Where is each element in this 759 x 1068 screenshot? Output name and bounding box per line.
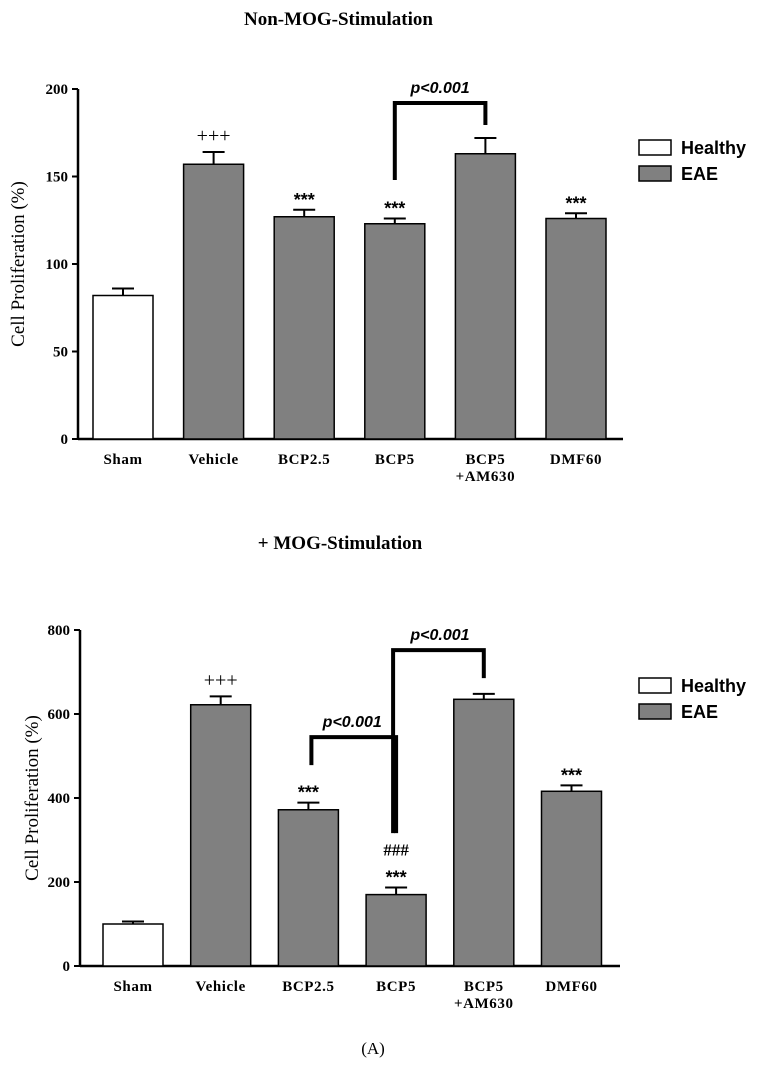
legend: Healthy EAE <box>638 676 746 722</box>
chart-2: + MOG-Stimulation 0 200 400 600 800 Cell Proli… <box>22 533 746 1012</box>
bar-vehicle <box>189 704 252 967</box>
significance-mark: *** <box>565 193 586 213</box>
y-tick-label: 150 <box>46 170 69 186</box>
bar-bcp5 <box>364 223 426 440</box>
x-tick-label: BCP2.5 <box>278 452 330 468</box>
bar-vehicle <box>182 163 245 440</box>
bar-dmf60 <box>545 217 607 440</box>
legend-label: EAE <box>681 164 718 184</box>
p-value-label: p<0.001 <box>409 627 469 644</box>
significance-mark: *** <box>294 190 315 210</box>
legend-swatch <box>638 677 672 694</box>
x-tick-label: BCP2.5 <box>282 979 334 995</box>
significance-mark: +++ <box>204 669 238 691</box>
significance-mark: *** <box>561 765 582 785</box>
x-tick-label: DMF60 <box>550 452 602 468</box>
bar-bcp5 <box>365 893 427 967</box>
x-tick-label: +AM630 <box>454 996 514 1012</box>
y-tick-label: 50 <box>53 345 68 361</box>
x-tick-label: BCP5 <box>465 452 505 468</box>
x-tick-label: Vehicle <box>196 979 246 995</box>
y-axis-label: Cell Proliferation (%) <box>8 181 29 347</box>
legend: Healthy EAE <box>638 138 746 184</box>
chart-title: + MOG-Stimulation <box>258 533 423 554</box>
bar-bcp25 <box>273 216 335 440</box>
significance-bracket <box>391 648 486 834</box>
bar-sham <box>102 923 164 967</box>
x-tick-label: BCP5 <box>464 979 504 995</box>
p-value-label: p<0.001 <box>410 80 470 97</box>
chart-1: Non-MOG-Stimulation 0 50 100 150 200 Cell Prol… <box>8 9 746 485</box>
significance-mark: +++ <box>197 125 231 147</box>
figure-label: (A) <box>361 1039 385 1058</box>
legend-label: Healthy <box>681 138 746 158</box>
legend-swatch <box>638 139 672 156</box>
y-tick-label: 600 <box>48 707 71 723</box>
legend-label: EAE <box>681 702 718 722</box>
y-tick-label: 0 <box>61 432 69 448</box>
significance-mark: *** <box>384 199 405 219</box>
y-tick-label: 100 <box>46 257 69 273</box>
significance-mark: *** <box>386 867 407 887</box>
y-tick-label: 400 <box>48 791 71 807</box>
legend-swatch <box>638 165 672 182</box>
bar-bcp5-am630 <box>453 698 515 967</box>
p-value-label: p<0.001 <box>322 714 382 731</box>
x-tick-label: DMF60 <box>545 979 597 995</box>
legend-label: Healthy <box>681 676 746 696</box>
legend-swatch <box>638 703 672 720</box>
y-tick-label: 800 <box>48 623 71 639</box>
x-tick-label: BCP5 <box>376 979 416 995</box>
y-axis-label: Cell Proliferation (%) <box>22 715 43 881</box>
significance-bracket <box>309 735 399 834</box>
bar-dmf60 <box>540 790 603 967</box>
chart-title: Non-MOG-Stimulation <box>244 9 433 30</box>
bar-sham <box>92 294 154 440</box>
x-tick-label: +AM630 <box>456 469 516 485</box>
y-tick-label: 200 <box>46 82 69 98</box>
y-tick-label: 0 <box>63 959 71 975</box>
bar-bcp5-am630 <box>454 153 517 440</box>
x-tick-label: Vehicle <box>188 452 238 468</box>
significance-mark: ### <box>383 840 409 859</box>
x-tick-label: Sham <box>113 979 152 995</box>
y-tick-label: 200 <box>48 875 71 891</box>
significance-bracket <box>392 101 488 180</box>
bar-bcp25 <box>277 809 340 967</box>
x-tick-label: BCP5 <box>375 452 415 468</box>
significance-mark: *** <box>298 783 319 803</box>
x-tick-label: Sham <box>103 452 142 468</box>
